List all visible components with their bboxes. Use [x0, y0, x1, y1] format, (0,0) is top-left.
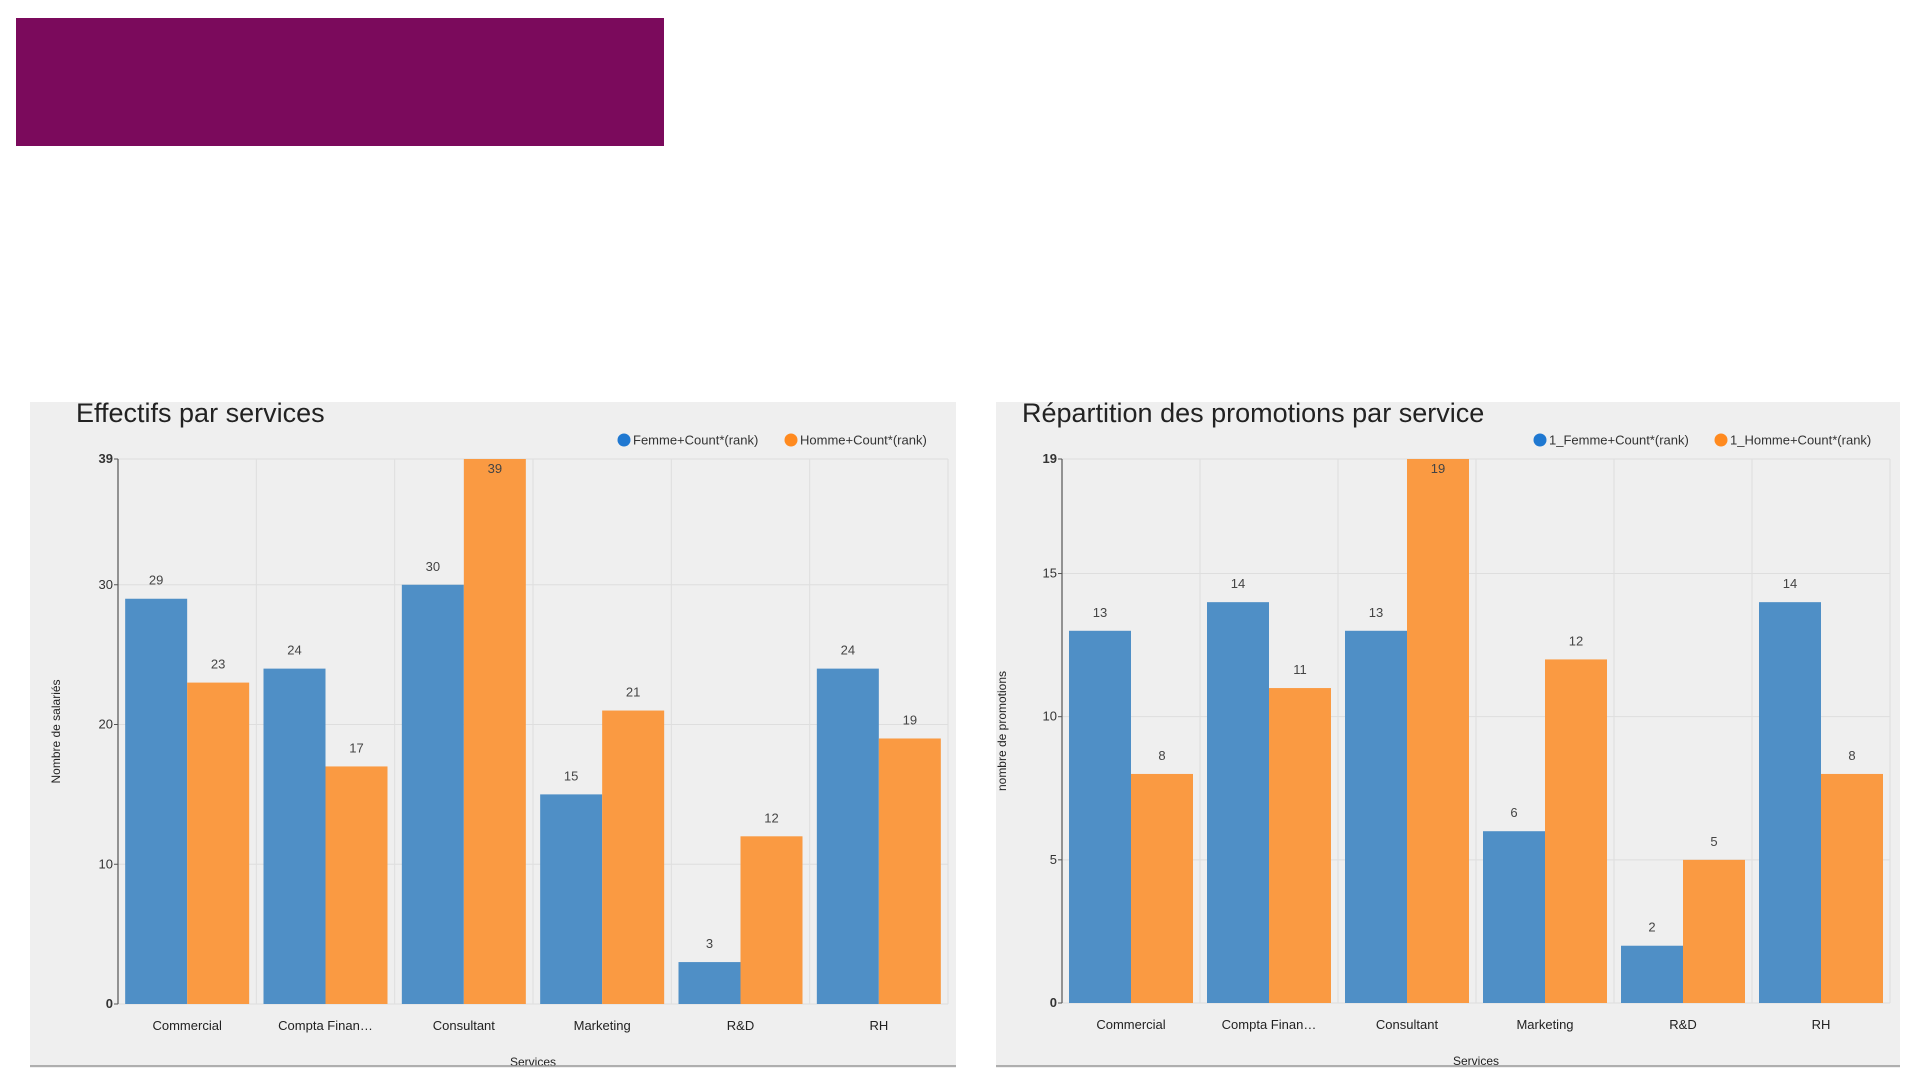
header-banner	[16, 18, 664, 146]
data-label-s1-5: 14	[1783, 576, 1797, 591]
legend-marker-2	[784, 433, 798, 447]
chart-panel-effectifs: Effectifs par services Femme+Count*(rank)…	[30, 402, 956, 1068]
data-label-s1-4: 2	[1648, 920, 1655, 935]
y-axis-title: nombre de promotions	[996, 671, 1009, 791]
bar-s2-2	[463, 459, 526, 1004]
data-label-s2-4: 5	[1710, 834, 1717, 849]
legend-marker-1	[1533, 433, 1547, 447]
data-label-s2-0: 23	[211, 657, 225, 672]
bar-s1-0	[1069, 630, 1131, 1003]
bar-s1-0	[125, 598, 188, 1004]
data-label-s2-5: 8	[1848, 748, 1855, 763]
bar-s1-2	[1345, 630, 1407, 1003]
bar-s1-5	[816, 668, 879, 1004]
x-axis-title: Services	[1453, 1054, 1499, 1068]
y-axis-title: Nombre de salariés	[49, 679, 63, 783]
data-label-s1-3: 15	[564, 768, 578, 783]
bar-s1-4	[1621, 945, 1683, 1003]
x-tick-label: RH	[1812, 1017, 1831, 1032]
x-tick-label: Consultant	[433, 1018, 496, 1033]
bar-s1-3	[540, 794, 603, 1004]
bar-s1-4	[678, 962, 741, 1004]
legend-label-2: 1_Homme+Count*(rank)	[1730, 433, 1871, 448]
data-label-s1-5: 24	[841, 643, 855, 658]
chart-promotions-svg: Répartition des promotions par service 1_…	[996, 402, 1900, 1068]
data-label-s2-3: 21	[626, 685, 640, 700]
legend-label-1: Femme+Count*(rank)	[633, 433, 758, 448]
x-tick-label: Commercial	[1096, 1017, 1165, 1032]
x-tick-label: Marketing	[1516, 1017, 1573, 1032]
bar-s1-3	[1483, 831, 1545, 1003]
bar-s2-1	[325, 766, 388, 1004]
data-label-s1-0: 13	[1093, 605, 1107, 620]
bar-s2-4	[1683, 859, 1745, 1003]
x-tick-label: R&D	[1669, 1017, 1696, 1032]
bar-s2-5	[878, 738, 941, 1004]
x-tick-label: Compta Finan…	[1222, 1017, 1317, 1032]
bar-s2-3	[602, 710, 665, 1004]
bar-s1-1	[263, 668, 326, 1004]
chart-panel-promotions: Répartition des promotions par service 1_…	[996, 402, 1900, 1068]
bar-s2-0	[187, 682, 250, 1004]
legend-marker-1	[617, 433, 631, 447]
chart-effectifs-svg: Effectifs par services Femme+Count*(rank)…	[30, 402, 956, 1068]
x-tick-label: Compta Finan…	[278, 1018, 373, 1033]
y-tick-label: 10	[99, 856, 113, 871]
data-label-s2-5: 19	[903, 712, 917, 727]
chart-title: Effectifs par services	[76, 402, 325, 428]
y-tick-label: 10	[1043, 709, 1057, 724]
bar-s1-2	[401, 584, 464, 1004]
x-tick-label: R&D	[727, 1018, 754, 1033]
bar-s2-1	[1269, 688, 1331, 1003]
data-label-s2-1: 11	[1293, 662, 1307, 677]
data-label-s2-4: 12	[764, 810, 778, 825]
bar-s2-0	[1131, 773, 1193, 1003]
x-tick-label: Commercial	[152, 1018, 221, 1033]
y-tick-label: 39	[99, 451, 113, 466]
bar-s1-5	[1759, 602, 1821, 1003]
legend-label-2: Homme+Count*(rank)	[800, 433, 927, 448]
bar-s2-2	[1407, 459, 1469, 1003]
data-label-s1-1: 24	[287, 643, 301, 658]
data-label-s1-2: 13	[1369, 605, 1383, 620]
data-label-s2-2: 39	[488, 461, 502, 476]
y-tick-label: 0	[106, 996, 113, 1011]
data-label-s1-3: 6	[1510, 805, 1517, 820]
y-tick-label: 15	[1043, 566, 1057, 581]
y-tick-label: 5	[1050, 852, 1057, 867]
bar-s2-5	[1821, 773, 1883, 1003]
data-label-s1-2: 30	[426, 559, 440, 574]
y-tick-label: 19	[1043, 451, 1057, 466]
bar-s2-3	[1545, 659, 1607, 1003]
data-label-s2-0: 8	[1158, 748, 1165, 763]
y-tick-label: 30	[99, 577, 113, 592]
data-label-s2-3: 12	[1569, 633, 1583, 648]
data-label-s1-0: 29	[149, 573, 163, 588]
bar-s1-1	[1207, 602, 1269, 1003]
chart-title: Répartition des promotions par service	[1022, 402, 1484, 428]
data-label-s1-4: 3	[706, 936, 713, 951]
data-label-s1-1: 14	[1231, 576, 1245, 591]
legend-label-1: 1_Femme+Count*(rank)	[1549, 433, 1689, 448]
y-tick-label: 20	[99, 717, 113, 732]
data-label-s2-1: 17	[349, 740, 363, 755]
x-tick-label: Marketing	[574, 1018, 631, 1033]
legend-marker-2	[1714, 433, 1728, 447]
x-tick-label: RH	[869, 1018, 888, 1033]
x-axis-title: Services	[510, 1055, 556, 1068]
y-tick-label: 0	[1050, 995, 1057, 1010]
bar-s2-4	[740, 836, 803, 1004]
data-label-s2-2: 19	[1431, 461, 1445, 476]
x-tick-label: Consultant	[1376, 1017, 1439, 1032]
